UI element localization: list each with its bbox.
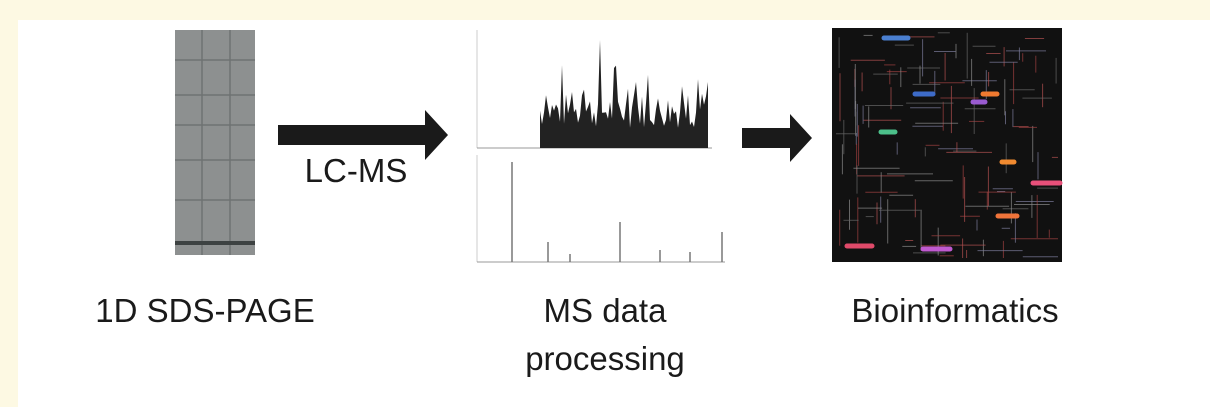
arrow — [742, 114, 812, 162]
arrow — [278, 110, 448, 160]
arrow-label: LC-MS — [305, 152, 408, 189]
gel-lanes — [175, 30, 255, 255]
step-label: processing — [525, 340, 685, 377]
dark-band — [175, 241, 255, 245]
spectrum-peaks — [511, 162, 723, 262]
step-label: Bioinformatics — [851, 292, 1058, 329]
network-edges — [836, 32, 1058, 258]
ms-plot — [476, 30, 725, 263]
network-background — [832, 28, 1062, 262]
network-highlights — [844, 35, 1063, 252]
gel-image — [175, 30, 255, 255]
gel — [175, 30, 255, 255]
spectrum — [540, 40, 708, 148]
network-image — [832, 28, 1063, 262]
step-label: 1D SDS-PAGE — [95, 292, 314, 329]
step-label: MS data — [544, 292, 668, 329]
